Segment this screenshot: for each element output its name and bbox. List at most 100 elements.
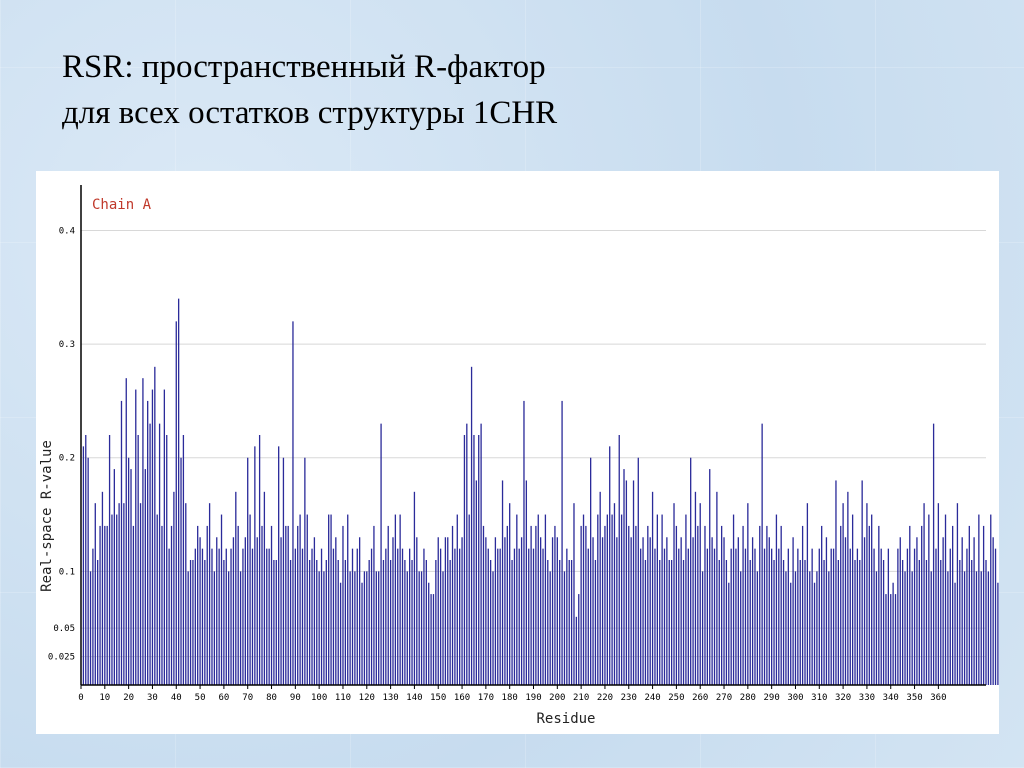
bar: [578, 594, 580, 685]
bar: [147, 400, 149, 685]
bar: [497, 548, 499, 685]
x-tick-label: 100: [311, 693, 327, 703]
slide-title: RSR: пространственный R-фактор для всех …: [62, 44, 557, 136]
bar: [108, 435, 111, 685]
bar: [909, 525, 911, 685]
bar: [456, 514, 458, 685]
bar: [513, 548, 516, 685]
bar: [835, 480, 837, 685]
bar: [773, 560, 775, 685]
bar: [740, 571, 742, 685]
x-tick-label: 200: [549, 693, 565, 703]
bar: [318, 571, 320, 685]
bar: [199, 537, 201, 685]
bar: [480, 423, 482, 685]
bar: [735, 548, 737, 685]
bar: [832, 548, 835, 685]
bar: [625, 480, 628, 685]
bar: [856, 548, 859, 685]
bar: [463, 435, 466, 685]
bar: [790, 582, 792, 685]
bar: [904, 571, 906, 685]
bar: [228, 571, 230, 685]
slide-title-line-1: RSR: пространственный R-фактор: [62, 49, 546, 85]
x-tick-label: 60: [218, 693, 229, 703]
bar: [168, 548, 170, 685]
bar: [94, 503, 96, 685]
bar: [894, 594, 897, 685]
bar: [878, 525, 880, 685]
bar: [435, 560, 437, 685]
bar: [997, 582, 999, 685]
bar: [771, 548, 773, 685]
bar: [828, 571, 830, 685]
bar: [799, 560, 801, 685]
chart-panel: 0.025 0.05 0.1 0.2 0.3 0.4 0 10 20 30 40 50 60 70 80 9…: [36, 171, 999, 734]
x-tick-label: 10: [99, 693, 110, 703]
bar: [711, 537, 713, 685]
bar: [806, 503, 809, 685]
bar: [723, 537, 725, 685]
bar: [342, 525, 344, 685]
bar: [659, 560, 661, 685]
bar: [387, 525, 389, 685]
bar: [409, 548, 411, 685]
x-tick-label: 50: [195, 693, 206, 703]
bar: [821, 525, 823, 685]
bar: [461, 537, 463, 685]
bar: [323, 571, 325, 685]
bar: [559, 560, 561, 685]
bar: [897, 548, 899, 685]
bar: [720, 525, 723, 685]
bar: [918, 560, 920, 685]
bar: [516, 514, 518, 685]
bar: [982, 525, 985, 685]
bar: [632, 480, 635, 685]
bar: [144, 469, 146, 685]
bar: [987, 571, 990, 685]
bar: [756, 571, 759, 685]
x-tick-label: 40: [171, 693, 182, 703]
bar: [539, 537, 542, 685]
bar: [794, 571, 797, 685]
bar: [149, 423, 151, 685]
bar: [189, 560, 192, 685]
rsr-bar-chart: 0.025 0.05 0.1 0.2 0.3 0.4 0 10 20 30 40 50 60 70 80 9…: [39, 185, 999, 727]
bar: [423, 548, 425, 685]
bar: [704, 525, 706, 685]
bar: [532, 548, 535, 685]
bar: [906, 548, 909, 685]
x-axis-label: Residue: [536, 711, 595, 727]
bar: [813, 582, 816, 685]
bar: [737, 537, 739, 685]
bar: [604, 525, 606, 685]
bar: [661, 514, 663, 685]
bar: [482, 525, 485, 685]
bar: [85, 435, 87, 685]
bar: [485, 537, 487, 685]
bar: [780, 525, 782, 685]
bar: [137, 435, 139, 685]
bar: [216, 537, 218, 685]
x-tick-label: 210: [573, 693, 589, 703]
bar: [356, 548, 358, 685]
bar: [397, 548, 399, 685]
bar: [313, 537, 316, 685]
bar: [235, 491, 237, 685]
bar: [530, 525, 532, 685]
y-tick-labels: 0.025 0.05 0.1 0.2 0.3 0.4: [48, 226, 75, 662]
bar: [635, 525, 637, 685]
x-tick-label: 320: [835, 693, 851, 703]
bar: [751, 537, 754, 685]
bar: [840, 525, 842, 685]
y-axis-label: Real-space R-value: [39, 440, 55, 592]
bar: [187, 571, 189, 685]
bar: [990, 514, 992, 685]
bar: [763, 548, 766, 685]
bar: [887, 548, 890, 685]
bar: [161, 525, 163, 685]
bar: [375, 571, 377, 685]
bar: [875, 571, 878, 685]
bar: [294, 548, 296, 685]
x-tick-label: 270: [716, 693, 732, 703]
